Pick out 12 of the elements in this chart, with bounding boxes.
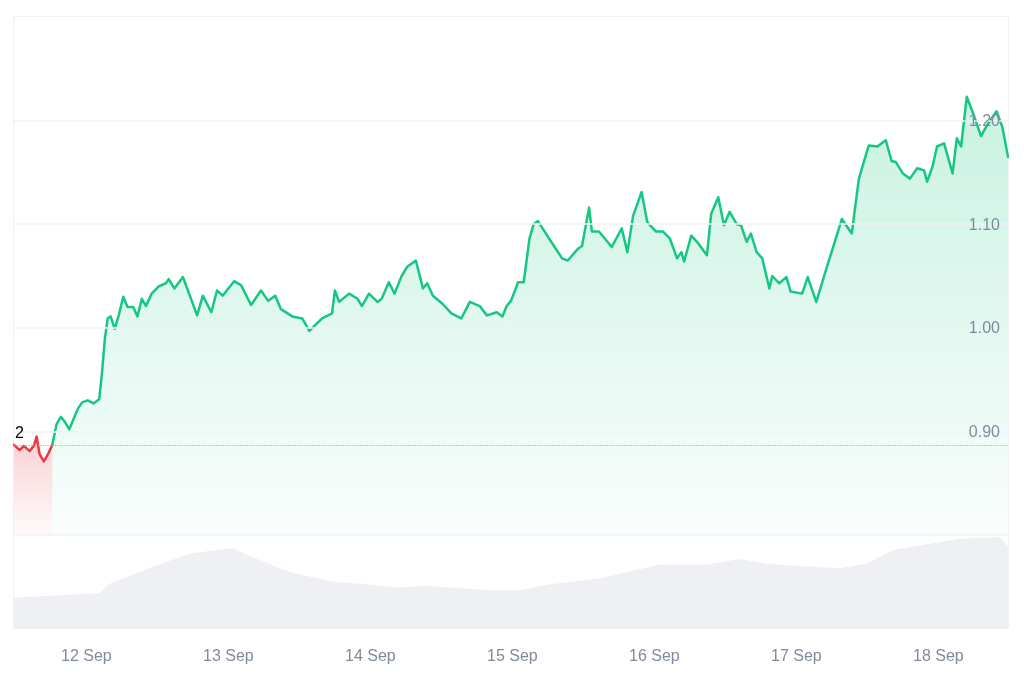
x-tick-label: 17 Sep (771, 646, 822, 664)
annotation: 2 (15, 424, 24, 442)
y-tick-label: 1.10 (968, 215, 1001, 233)
y-tick-label: 1.00 (968, 319, 1001, 337)
x-tick-label: 14 Sep (345, 646, 396, 664)
y-tick-label: 1.20 (968, 112, 1001, 130)
x-tick-label: 16 Sep (629, 646, 680, 664)
x-tick-label: 18 Sep (913, 646, 964, 664)
x-tick-label: 12 Sep (61, 646, 112, 664)
x-tick-label: 15 Sep (487, 646, 538, 664)
y-tick-label: 0.90 (968, 422, 1001, 440)
x-tick-label: 13 Sep (203, 646, 254, 664)
